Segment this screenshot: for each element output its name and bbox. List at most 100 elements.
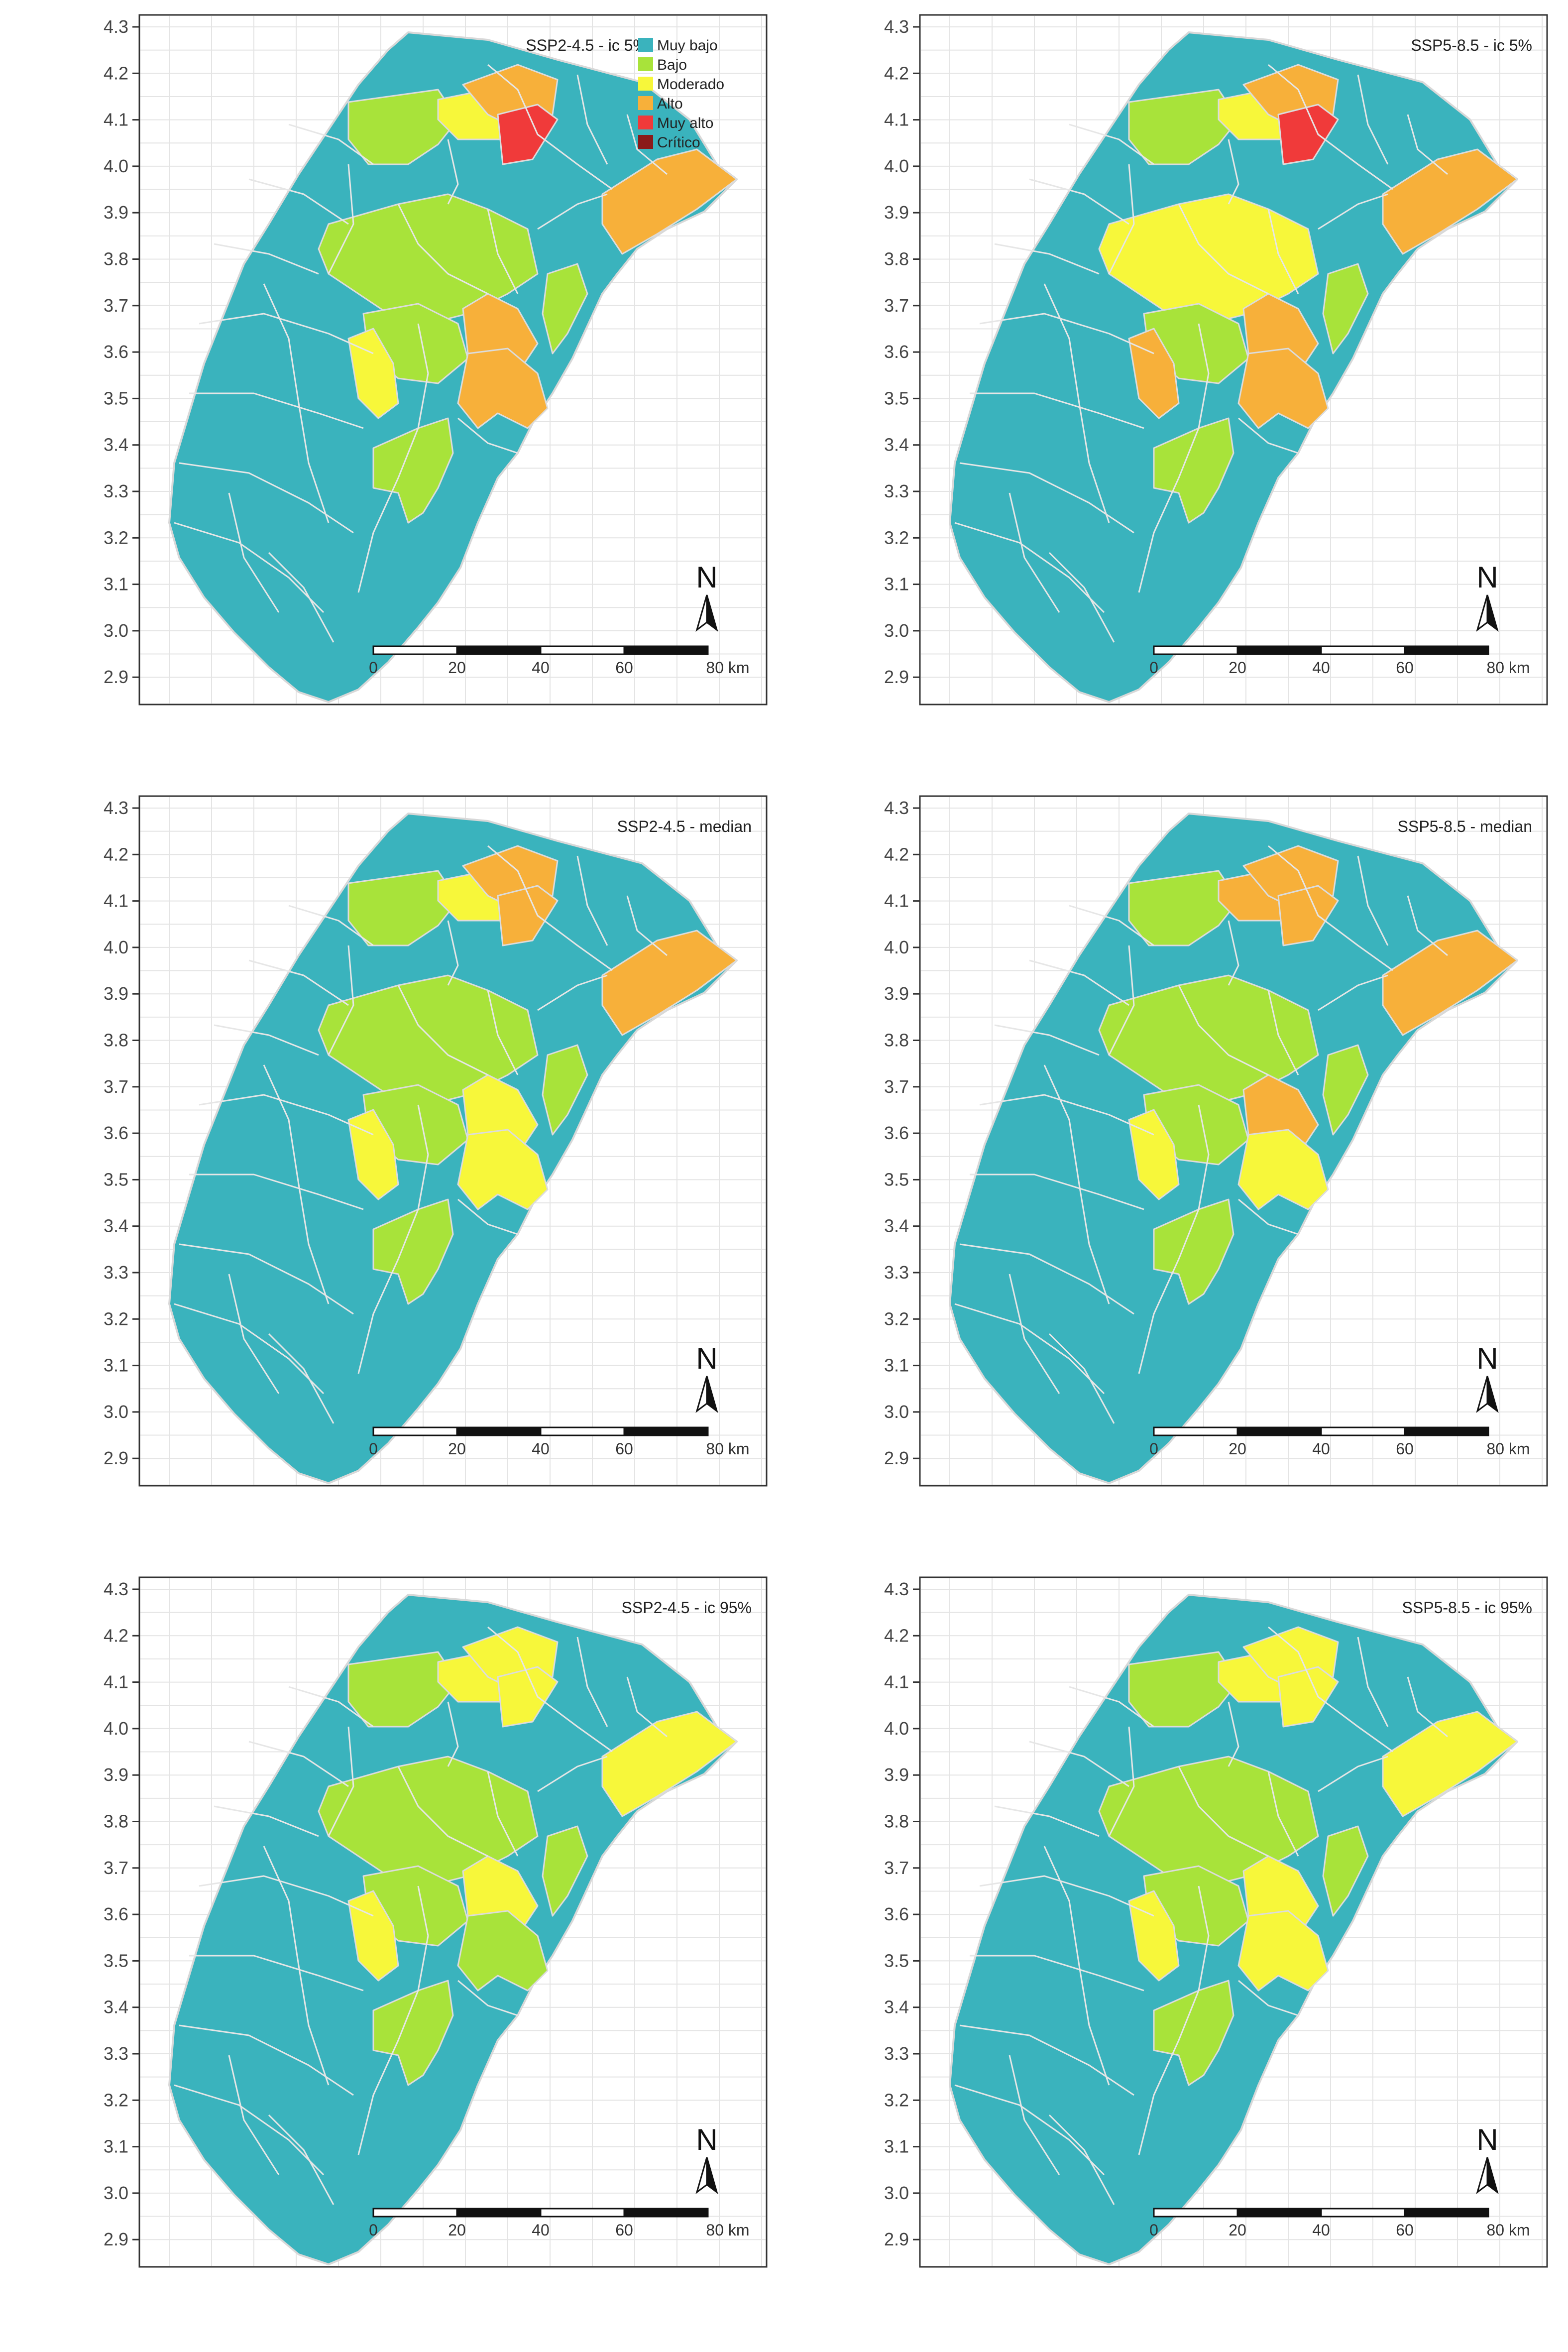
y-tick-label: 3.8 — [884, 249, 909, 269]
scale-label: 20 — [1229, 1440, 1246, 1458]
north-arrow: N — [1476, 1342, 1499, 1413]
scale-label: 0 — [369, 1440, 378, 1458]
risk-zone-z10 — [1128, 1890, 1180, 1982]
map-panel: 4.3 4.2 4.1 4.0 3.9 3.8 3.7 3.6 3.5 3.4 3.3 3.2 3.1 3… — [104, 14, 768, 706]
panel-title: SSP2-4.5 - ic 5% — [526, 36, 647, 54]
north-label: N — [1476, 2123, 1498, 2156]
y-tick-label: 3.1 — [104, 574, 128, 594]
y-tick-label: 2.9 — [884, 2229, 909, 2249]
scale-label: 40 — [1312, 2221, 1330, 2239]
y-tick-label: 3.9 — [104, 983, 128, 1004]
y-tick-label: 4.1 — [104, 891, 128, 911]
scale-bar: 0 20 40 60 80 km — [1149, 2208, 1530, 2239]
y-tick-label: 2.9 — [884, 667, 909, 687]
scale-label: 40 — [532, 659, 550, 677]
scale-label: 60 — [1396, 659, 1414, 677]
y-tick-label: 3.7 — [104, 1076, 128, 1097]
legend-swatch — [638, 116, 653, 129]
y-tick-label: 3.6 — [104, 342, 128, 362]
y-tick-label: 3.1 — [884, 1355, 909, 1376]
y-tick-label: 3.2 — [884, 2090, 909, 2110]
y-tick-label: 4.2 — [884, 844, 909, 864]
y-tick-label: 4.1 — [884, 1672, 909, 1692]
risk-zone-z6 — [601, 148, 738, 255]
map-panel: 4.3 4.2 4.1 4.0 3.9 3.8 3.7 3.6 3.5 3.4 3.3 3.2 3.1 3… — [104, 795, 768, 1487]
y-tick-label: 3.8 — [104, 1811, 128, 1832]
risk-zone-z6 — [1382, 148, 1518, 255]
risk-zone-z9 — [457, 1129, 549, 1210]
scale-label: 20 — [1229, 2221, 1246, 2239]
risk-zone-z12 — [542, 1044, 588, 1136]
y-tick-label: 4.0 — [104, 1718, 128, 1739]
y-tick-label: 3.1 — [884, 2136, 909, 2157]
y-tick-label: 4.3 — [884, 16, 909, 37]
y-tick-label: 3.0 — [104, 1402, 128, 1422]
basin-boundaries — [954, 845, 1448, 1424]
risk-zone-z1 — [347, 89, 459, 165]
y-tick-label: 3.5 — [104, 1169, 128, 1189]
y-tick-label: 4.3 — [884, 1579, 909, 1599]
y-tick-label: 3.1 — [104, 1355, 128, 1376]
basin-boundaries — [174, 845, 668, 1424]
scale-label: 80 km — [1486, 2221, 1530, 2239]
panel-title: SSP5-8.5 - ic 95% — [1402, 1599, 1532, 1617]
y-tick-label: 4.1 — [104, 1672, 128, 1692]
north-label: N — [696, 1342, 717, 1375]
y-tick-label: 3.9 — [104, 1764, 128, 1785]
risk-zone-z11 — [372, 417, 454, 524]
north-label: N — [1476, 1342, 1498, 1375]
legend-swatch — [638, 135, 653, 149]
risk-zone-z6 — [1382, 930, 1518, 1036]
risk-zone-z6 — [601, 1711, 738, 1817]
y-tick-label: 3.6 — [884, 1904, 909, 1924]
y-tick-label: 3.5 — [104, 1950, 128, 1971]
scale-label: 80 km — [706, 2221, 749, 2239]
north-arrow: N — [1476, 2123, 1499, 2194]
scale-bar: 0 20 40 60 80 km — [369, 645, 750, 677]
y-tick-label: 3.4 — [104, 435, 128, 455]
y-tick-label: 3.4 — [884, 1216, 909, 1236]
y-tick-label: 4.3 — [104, 16, 128, 37]
y-tick-label: 3.3 — [104, 1262, 128, 1283]
risk-zone-z9 — [457, 1910, 549, 1992]
y-tick-label: 4.1 — [884, 110, 909, 130]
y-tick-label: 2.9 — [104, 667, 128, 687]
basin-boundaries — [954, 1626, 1448, 2205]
y-tick-label: 2.9 — [104, 2229, 128, 2249]
scale-label: 40 — [1312, 659, 1330, 677]
scale-label: 80 km — [1486, 1440, 1530, 1458]
y-tick-label: 3.3 — [104, 2043, 128, 2064]
y-tick-label: 3.5 — [884, 388, 909, 408]
risk-zone-z1 — [347, 1651, 459, 1728]
scale-label: 60 — [1396, 2221, 1414, 2239]
risk-zone-z10 — [1128, 328, 1180, 419]
y-tick-label: 4.3 — [104, 798, 128, 818]
legend-label: Alto — [657, 96, 683, 112]
risk-zone-z11 — [372, 1980, 454, 2086]
scale-bar: 0 20 40 60 80 km — [369, 1426, 750, 1458]
y-tick-label: 3.6 — [104, 1123, 128, 1143]
risk-zone-z12 — [542, 263, 588, 354]
y-tick-label: 3.0 — [884, 620, 909, 641]
y-tick-label: 3.7 — [104, 295, 128, 316]
y-tick-label: 3.5 — [104, 388, 128, 408]
y-tick-label: 3.0 — [884, 2183, 909, 2203]
y-tick-label: 4.2 — [104, 63, 128, 83]
scale-label: 0 — [369, 659, 378, 677]
y-tick-label: 3.7 — [884, 1858, 909, 1878]
north-arrow: N — [695, 1342, 718, 1413]
y-tick-label: 3.6 — [884, 1123, 909, 1143]
scale-bar: 0 20 40 60 80 km — [1149, 1426, 1530, 1458]
legend-swatch — [638, 57, 653, 71]
y-tick-label: 4.2 — [884, 63, 909, 83]
y-tick-label: 4.1 — [884, 891, 909, 911]
y-tick-label: 3.9 — [104, 202, 128, 223]
y-tick-label: 3.2 — [884, 527, 909, 548]
y-tick-label: 3.3 — [884, 481, 909, 501]
y-tick-label: 3.3 — [104, 481, 128, 501]
panel-title: SSP5-8.5 - median — [1398, 818, 1532, 835]
risk-zone-z9 — [457, 348, 549, 429]
y-tick-label: 3.0 — [104, 2183, 128, 2203]
risk-zone-z11 — [1153, 1198, 1234, 1305]
